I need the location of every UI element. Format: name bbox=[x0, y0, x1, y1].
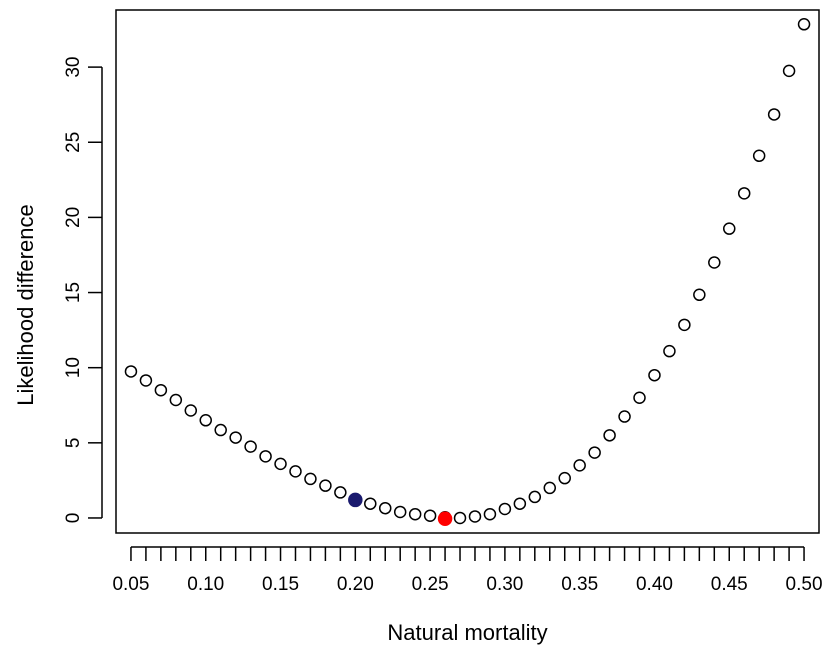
data-point bbox=[693, 288, 706, 302]
data-point bbox=[319, 479, 332, 492]
data-point bbox=[169, 393, 183, 407]
data-point bbox=[737, 187, 751, 200]
data-point bbox=[797, 18, 811, 31]
data-point bbox=[663, 344, 676, 358]
data-point bbox=[304, 472, 317, 486]
data-point bbox=[767, 108, 781, 121]
data-point bbox=[393, 505, 407, 519]
data-point bbox=[229, 431, 242, 444]
data-point bbox=[558, 471, 571, 485]
data-point bbox=[543, 481, 557, 495]
y-tick-label: 15 bbox=[63, 282, 84, 303]
data-point bbox=[603, 429, 616, 442]
x-axis: 0.05 0.10 0.15 0.20 0.25 0.30 0.35 0.40 0.45 0.50 bbox=[112, 546, 823, 595]
plot-area-border bbox=[115, 9, 820, 534]
data-point bbox=[708, 256, 721, 269]
highlight-point-red bbox=[437, 511, 453, 526]
data-point bbox=[782, 64, 796, 78]
x-tick-label: 0.40 bbox=[636, 574, 673, 595]
data-point bbox=[184, 404, 198, 417]
x-tick-label: 0.35 bbox=[561, 574, 598, 595]
x-tick-label: 0.10 bbox=[187, 574, 224, 595]
y-axis-title: Likelihood difference bbox=[13, 204, 38, 405]
data-point bbox=[573, 459, 586, 472]
data-point bbox=[408, 507, 422, 521]
x-tick-label: 0.45 bbox=[711, 574, 748, 595]
data-point bbox=[259, 450, 272, 463]
data-point bbox=[124, 365, 138, 378]
data-point bbox=[678, 318, 691, 332]
y-tick-label: 5 bbox=[63, 438, 84, 449]
data-point bbox=[154, 383, 168, 397]
data-point bbox=[274, 457, 287, 471]
x-tick-label: 0.50 bbox=[786, 574, 823, 595]
x-axis-title: Natural mortality bbox=[387, 620, 547, 645]
x-tick-label: 0.30 bbox=[486, 574, 523, 595]
data-point bbox=[334, 486, 347, 499]
x-tick-label: 0.05 bbox=[112, 574, 149, 595]
data-point bbox=[289, 465, 302, 478]
y-tick-label: 0 bbox=[63, 513, 84, 524]
x-tick-label: 0.15 bbox=[262, 574, 299, 595]
data-point bbox=[498, 502, 512, 516]
highlight-point-blue bbox=[348, 492, 363, 508]
data-point bbox=[468, 510, 482, 523]
x-tick-label: 0.25 bbox=[412, 574, 449, 595]
data-point bbox=[588, 446, 601, 459]
data-point bbox=[378, 501, 392, 515]
data-points bbox=[124, 18, 811, 526]
data-point bbox=[618, 410, 631, 423]
data-point bbox=[513, 497, 527, 510]
y-tick-label: 25 bbox=[63, 132, 84, 153]
data-point bbox=[483, 507, 497, 521]
data-point bbox=[752, 149, 766, 163]
y-axis: 0 5 10 15 20 25 30 bbox=[63, 57, 103, 524]
data-point bbox=[139, 374, 153, 387]
data-point bbox=[214, 423, 227, 437]
data-point bbox=[723, 222, 736, 235]
data-point bbox=[423, 509, 437, 522]
x-tick-label: 0.20 bbox=[337, 574, 374, 595]
data-point bbox=[244, 440, 257, 453]
data-point bbox=[364, 497, 377, 510]
data-point bbox=[633, 391, 646, 404]
data-point bbox=[528, 490, 542, 504]
y-tick-label: 10 bbox=[63, 357, 84, 378]
data-point bbox=[648, 368, 661, 382]
y-tick-label: 30 bbox=[63, 57, 84, 78]
data-point bbox=[199, 414, 212, 427]
data-point bbox=[453, 511, 467, 525]
y-tick-label: 20 bbox=[63, 207, 84, 228]
